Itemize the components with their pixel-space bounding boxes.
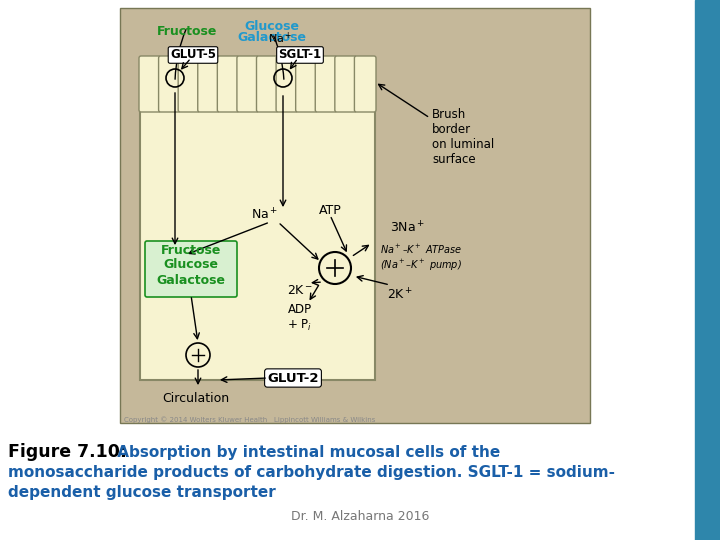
Text: 2K$^+$: 2K$^+$ (387, 287, 413, 302)
Bar (695, 0, 720, 540)
Text: GLUT-2: GLUT-2 (267, 372, 319, 384)
Text: monosaccharide products of carbohydrate digestion. SGLT-1 = sodium-: monosaccharide products of carbohydrate … (8, 464, 615, 480)
Text: SGLT-1: SGLT-1 (279, 49, 322, 62)
Text: Copyright © 2014 Wolters Kluwer Health   Lippincott Williams & Wilkins: Copyright © 2014 Wolters Kluwer Health L… (125, 417, 376, 423)
Text: GLUT-5: GLUT-5 (170, 49, 216, 62)
Text: Na$^+$: Na$^+$ (268, 30, 292, 46)
FancyBboxPatch shape (158, 56, 180, 112)
FancyBboxPatch shape (276, 56, 297, 112)
FancyBboxPatch shape (335, 56, 356, 112)
FancyBboxPatch shape (256, 56, 278, 112)
Bar (140, 85, 375, 380)
Text: Glucose: Glucose (245, 20, 300, 33)
FancyBboxPatch shape (139, 56, 161, 112)
Text: Galactose: Galactose (156, 273, 225, 287)
FancyBboxPatch shape (145, 241, 237, 297)
Text: Glucose: Glucose (163, 259, 218, 272)
FancyBboxPatch shape (217, 56, 239, 112)
Text: Fructose: Fructose (161, 244, 221, 256)
Text: ADP
+ P$_i$: ADP + P$_i$ (287, 303, 312, 333)
FancyBboxPatch shape (237, 56, 258, 112)
Text: Figure 7.10:: Figure 7.10: (8, 443, 127, 461)
Text: ATP: ATP (319, 204, 341, 217)
Text: Galactose: Galactose (238, 31, 307, 44)
Text: Circulation: Circulation (163, 392, 230, 404)
FancyBboxPatch shape (354, 56, 376, 112)
Text: dependent glucose transporter: dependent glucose transporter (8, 484, 276, 500)
FancyBboxPatch shape (178, 56, 199, 112)
Text: Na$^+$: Na$^+$ (251, 207, 279, 222)
Bar (120, 8, 590, 423)
Text: 2K$^-$: 2K$^-$ (287, 284, 313, 296)
Text: Absorption by intestinal mucosal cells of the: Absorption by intestinal mucosal cells o… (112, 444, 500, 460)
Text: 3Na$^+$: 3Na$^+$ (390, 220, 426, 235)
FancyBboxPatch shape (198, 56, 220, 112)
Text: Fructose: Fructose (157, 25, 217, 38)
Text: Na$^+$–K$^+$ ATPase
(Na$^+$–K$^+$ pump): Na$^+$–K$^+$ ATPase (Na$^+$–K$^+$ pump) (380, 243, 462, 273)
FancyBboxPatch shape (296, 56, 318, 112)
Text: Brush
border
on luminal
surface: Brush border on luminal surface (432, 108, 494, 166)
Text: Dr. M. Alzaharna 2016: Dr. M. Alzaharna 2016 (291, 510, 429, 523)
FancyBboxPatch shape (315, 56, 337, 112)
